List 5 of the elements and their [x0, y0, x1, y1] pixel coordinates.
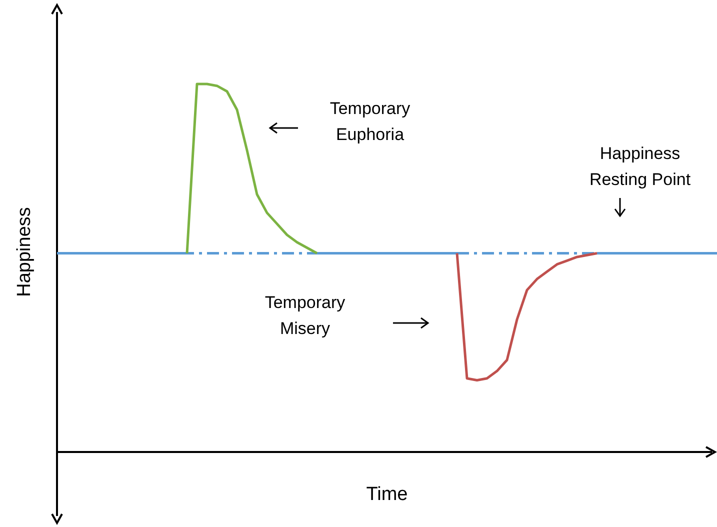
annotation: Temporary Misery [264, 293, 346, 338]
x-axis-title: Time [366, 484, 408, 505]
annotation: Happiness Resting Point [589, 144, 691, 189]
annotation: Temporary Euphoria [330, 99, 411, 144]
y-axis-title: Happiness [14, 207, 35, 297]
